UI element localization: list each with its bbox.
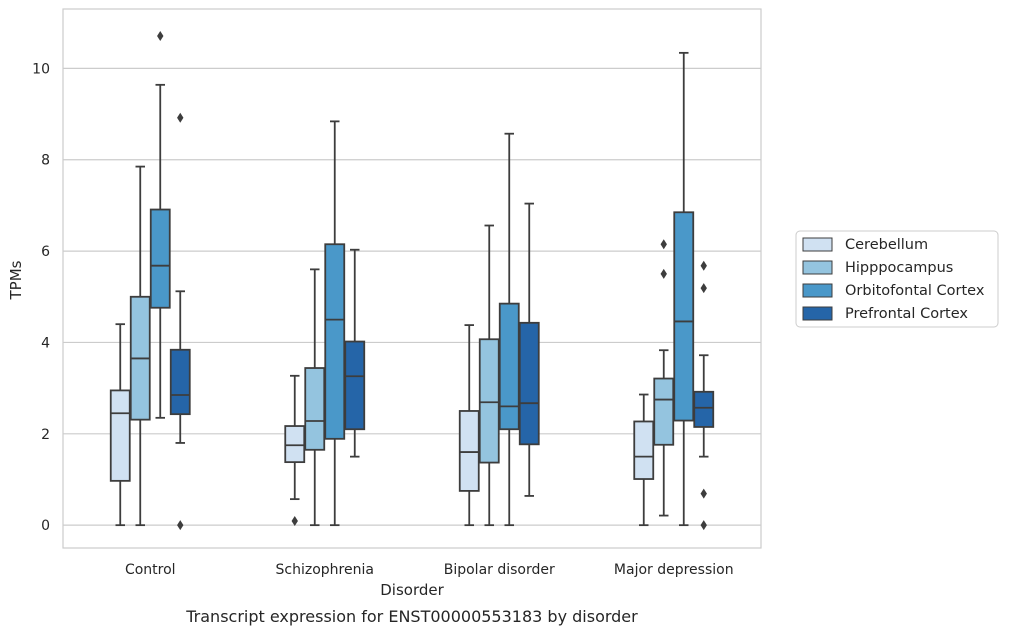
box xyxy=(653,239,675,517)
legend-frame xyxy=(795,230,999,328)
legend-item: Orbitofontal Cortex xyxy=(802,283,985,299)
legend-swatch xyxy=(802,237,833,252)
outlier-point xyxy=(157,30,164,41)
box-body xyxy=(693,390,715,428)
y-tick-label: 10 xyxy=(32,61,50,77)
y-tick-label: 2 xyxy=(41,427,50,443)
box xyxy=(169,112,191,531)
series-group xyxy=(149,30,695,527)
box xyxy=(498,132,520,527)
box-body xyxy=(518,321,540,446)
outlier-point xyxy=(700,488,707,499)
legend-swatch xyxy=(802,260,833,275)
outlier-point xyxy=(291,516,298,527)
box xyxy=(324,120,346,527)
x-tick-label: Bipolar disorder xyxy=(444,562,555,578)
outlier-point xyxy=(660,239,667,250)
box-body xyxy=(633,420,655,480)
series-group xyxy=(129,165,675,527)
box-body xyxy=(169,348,191,416)
legend-label: Cerebellum xyxy=(845,237,928,253)
series-group xyxy=(109,323,655,527)
x-tick-label: Schizophrenia xyxy=(276,562,374,578)
box-body xyxy=(653,377,675,446)
box-body xyxy=(149,208,171,309)
box xyxy=(673,51,695,527)
legend-item: Prefrontal Cortex xyxy=(802,306,968,322)
series-group xyxy=(169,112,715,531)
y-axis-title: TPMs xyxy=(7,260,25,300)
legend: Cerebellum Hipppocampus Orbitofontal Corte… xyxy=(795,230,999,328)
box xyxy=(149,30,171,419)
chart-caption: Transcript expression for ENST0000055318… xyxy=(185,607,638,626)
outlier-point xyxy=(700,283,707,294)
outlier-point xyxy=(700,520,707,531)
y-tick-label: 8 xyxy=(41,153,50,169)
box xyxy=(693,260,715,531)
x-tick-labels: Control Schizophrenia Bipolar disorder Majo… xyxy=(125,562,734,578)
x-tick-label: Control xyxy=(125,562,176,578)
legend-item: Cerebellum xyxy=(802,237,928,253)
x-axis-title: Disorder xyxy=(380,581,444,599)
legend-label: Prefrontal Cortex xyxy=(845,306,968,322)
box-series xyxy=(109,30,715,531)
box xyxy=(304,268,326,527)
box-body xyxy=(304,367,326,451)
legend-item: Hipppocampus xyxy=(802,260,953,276)
box xyxy=(633,393,655,527)
box xyxy=(518,202,540,497)
legend-swatch xyxy=(802,306,833,321)
box xyxy=(344,248,366,458)
box-body xyxy=(458,410,480,492)
outlier-point xyxy=(700,260,707,271)
box-body xyxy=(324,243,346,440)
outlier-point xyxy=(177,112,184,123)
box xyxy=(129,165,151,527)
legend-items: Cerebellum Hipppocampus Orbitofontal Corte… xyxy=(802,237,985,322)
x-tick-label: Major depression xyxy=(614,562,734,578)
outlier-point xyxy=(660,268,667,279)
legend-label: Hipppocampus xyxy=(845,260,953,276)
outlier-point xyxy=(177,520,184,531)
box-body xyxy=(344,340,366,431)
plot-area-frame xyxy=(62,8,762,549)
y-tick-label: 6 xyxy=(41,244,50,260)
box xyxy=(109,323,131,527)
y-tick-label: 0 xyxy=(41,518,50,534)
y-tick-labels: 0 2 4 6 8 10 xyxy=(32,61,50,534)
box xyxy=(284,374,306,527)
box-body xyxy=(284,425,306,464)
box-body xyxy=(478,338,500,464)
box-body xyxy=(498,302,520,431)
box-body xyxy=(109,389,131,482)
box xyxy=(478,224,500,527)
y-tick-label: 4 xyxy=(41,335,50,351)
legend-label: Orbitofontal Cortex xyxy=(845,283,985,299)
legend-swatch xyxy=(802,283,833,298)
box-body xyxy=(673,211,695,422)
box xyxy=(458,324,480,527)
